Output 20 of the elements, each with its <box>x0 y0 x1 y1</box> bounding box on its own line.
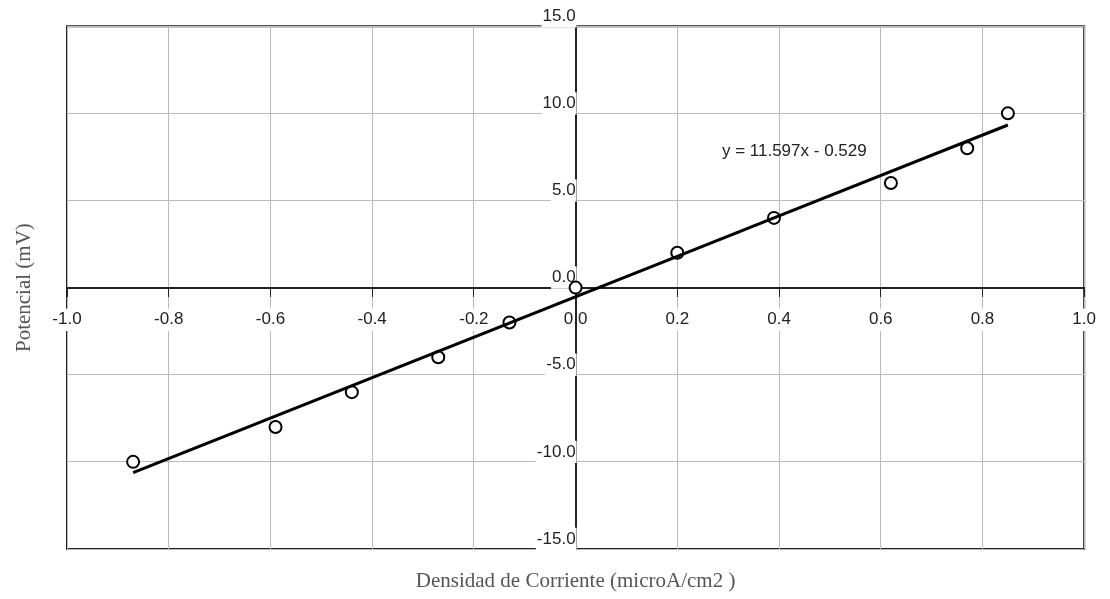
y-tick-label: -5.0 <box>546 354 576 374</box>
annotation: y = 11.597x - 0.529 <box>721 141 867 161</box>
x-tick-label: -0.8 <box>154 309 184 329</box>
x-tick-label: -0.6 <box>255 309 286 329</box>
x-tick-label: -1.0 <box>52 309 82 329</box>
x-tick-label: 0.2 <box>665 309 690 329</box>
x-tick-label: 0.4 <box>767 309 791 329</box>
x-tick-label: 0.6 <box>868 309 893 329</box>
y-tick-label: -15.0 <box>536 528 576 548</box>
x-axis-title: Densidad de Corriente (microA/cm2 ) <box>415 567 736 592</box>
y-tick-label: 0.0 <box>551 267 576 287</box>
y-tick-label: 15.0 <box>542 5 576 25</box>
y-tick-label: 5.0 <box>551 180 576 200</box>
x-tick-label: 0.8 <box>970 309 995 329</box>
x-tick-label: -0.2 <box>459 309 489 329</box>
y-tick-label: 10.0 <box>542 93 576 113</box>
y-tick-label: -10.0 <box>536 441 576 461</box>
y-axis-title: Potencial (mV) <box>10 223 35 353</box>
x-tick-label: -0.4 <box>357 309 387 329</box>
x-tick-label: 1.0 <box>1072 309 1096 329</box>
